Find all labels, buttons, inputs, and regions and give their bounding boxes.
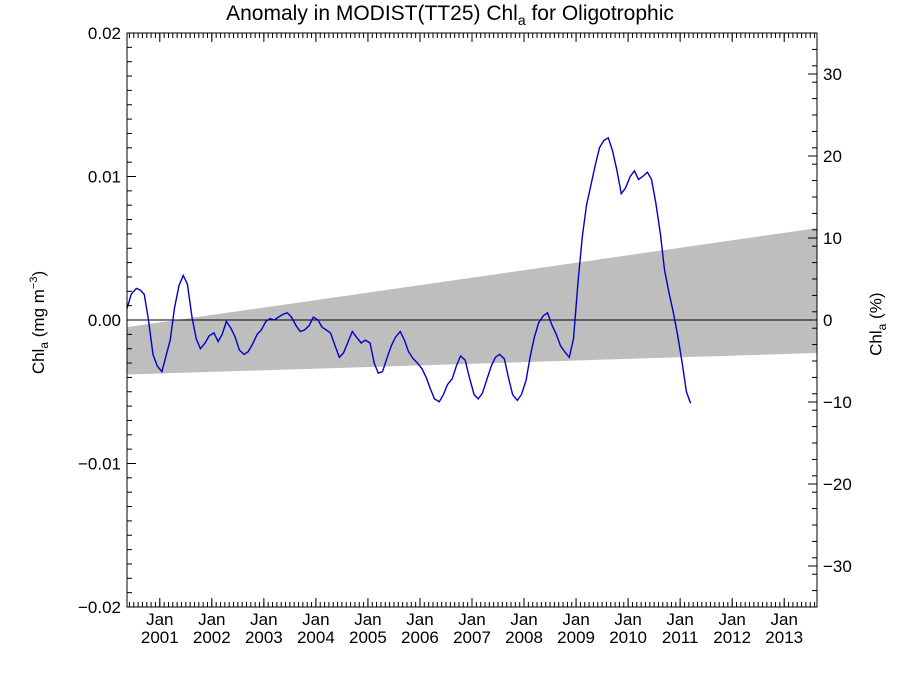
x-tick-year-label: 2010 <box>609 628 647 647</box>
x-tick-year-label: 2009 <box>557 628 595 647</box>
x-tick-label: Jan <box>510 610 537 629</box>
x-tick-year-label: 2007 <box>453 628 491 647</box>
x-tick-label: Jan <box>614 610 641 629</box>
x-tick-label: Jan <box>146 610 173 629</box>
y-tick-label: 0.02 <box>88 24 121 43</box>
x-tick-label: Jan <box>198 610 225 629</box>
y2-tick-label: −10 <box>823 393 852 412</box>
x-tick-year-label: 2003 <box>245 628 283 647</box>
x-tick-label: Jan <box>354 610 381 629</box>
x-tick-year-label: 2006 <box>401 628 439 647</box>
x-tick-label: Jan <box>406 610 433 629</box>
y-tick-label: 0.00 <box>88 311 121 330</box>
x-tick-label: Jan <box>302 610 329 629</box>
smoothed-anomaly-line <box>126 136 692 404</box>
x-tick-year-label: 2004 <box>297 628 335 647</box>
y-tick-label: 0.01 <box>88 168 121 187</box>
chart-title: Anomaly in MODIST(TT25) Chla for Oligotr… <box>226 2 674 29</box>
x-tick-year-label: 2012 <box>713 628 751 647</box>
x-tick-label: Jan <box>250 610 277 629</box>
trend-band <box>127 228 817 375</box>
x-tick-year-label: 2001 <box>141 628 179 647</box>
x-tick-year-label: 2002 <box>193 628 231 647</box>
y-tick-label: −0.01 <box>78 455 121 474</box>
y2-tick-label: 20 <box>823 147 842 166</box>
x-tick-year-label: 2005 <box>349 628 387 647</box>
x-tick-year-label: 2011 <box>662 628 699 647</box>
x-tick-label: Jan <box>562 610 589 629</box>
x-tick-label: Jan <box>666 610 693 629</box>
y-tick-label: −0.02 <box>78 598 121 617</box>
y2-tick-label: 0 <box>823 311 832 330</box>
x-tick-label: Jan <box>718 610 745 629</box>
x-tick-label: Jan <box>458 610 485 629</box>
y2-tick-label: −30 <box>823 557 852 576</box>
x-tick-label: Jan <box>771 610 798 629</box>
y2-tick-label: −20 <box>823 475 852 494</box>
x-tick-year-label: 2008 <box>505 628 543 647</box>
y2-tick-label: 10 <box>823 229 842 248</box>
y2-tick-label: 30 <box>823 65 842 84</box>
x-tick-year-label: 2013 <box>765 628 803 647</box>
